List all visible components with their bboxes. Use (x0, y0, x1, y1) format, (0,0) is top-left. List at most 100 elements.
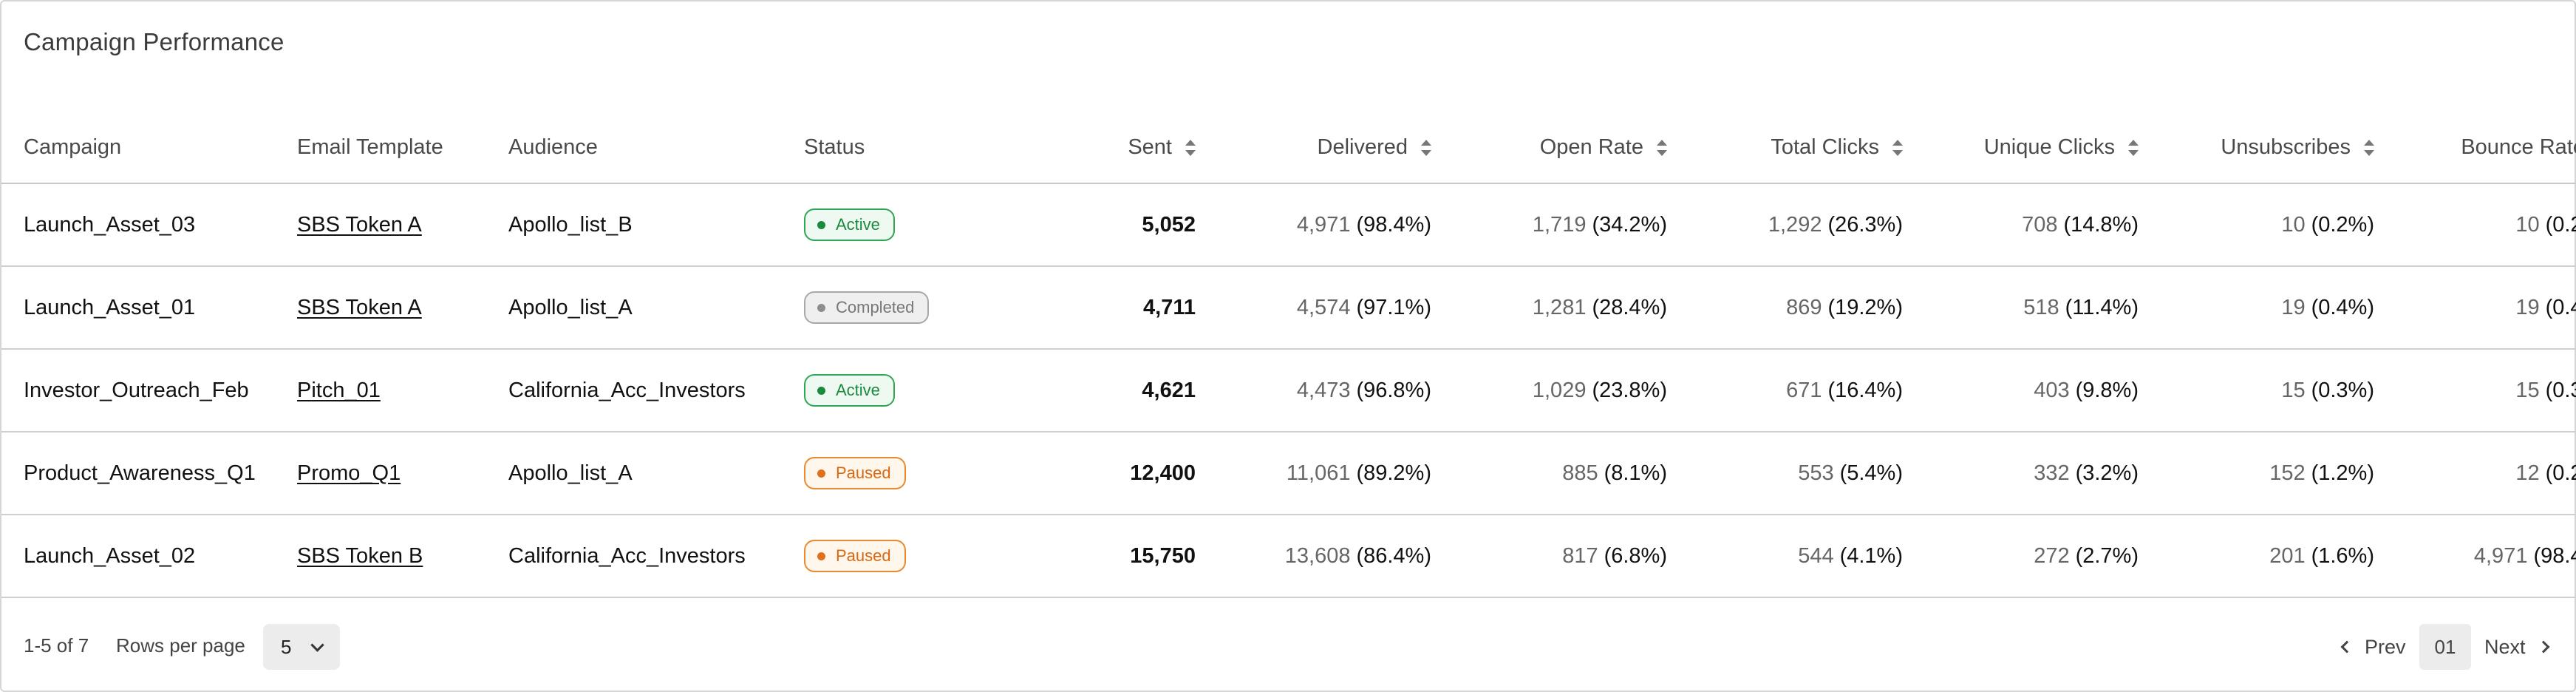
metric-percent: (98.4%) (2533, 543, 2576, 568)
metric-percent: (1.2%) (2311, 461, 2374, 485)
campaign-cell: Launch_Asset_02 (1, 515, 297, 598)
metric-percent: (34.2%) (1592, 212, 1667, 237)
status-badge: Active (804, 208, 895, 241)
template-cell: SBS Token B (297, 515, 508, 598)
metric-percent: (28.4%) (1592, 295, 1667, 319)
col-header-label: Bounce Rate (2461, 135, 2576, 159)
metric-count: 11,061 (1286, 461, 1351, 485)
col-header-sent[interactable]: Sent (1026, 112, 1221, 184)
campaign-table: Campaign Email Template Audience Status … (1, 112, 2576, 598)
template-link[interactable]: SBS Token B (297, 543, 423, 568)
metric-percent: (86.4%) (1356, 543, 1431, 568)
table-row[interactable]: Launch_Asset_03 SBS Token A Apollo_list_… (1, 183, 2576, 267)
col-header-unsubscribes[interactable]: Unsubscribes (2164, 112, 2399, 184)
campaign-cell: Launch_Asset_01 (1, 266, 297, 350)
metric-count: 332 (2034, 461, 2070, 485)
metric-count: 403 (2034, 378, 2070, 402)
sent-cell: 12,400 (1026, 432, 1221, 515)
template-link[interactable]: SBS Token A (297, 295, 422, 319)
pagination-footer: 1-5 of 7 Rows per page 5 Prev 01 Next (1, 597, 2575, 691)
metric-count: 4,971 (2473, 543, 2528, 568)
sort-icon[interactable] (1892, 140, 1903, 156)
prev-page-button[interactable]: Prev (2340, 624, 2406, 670)
sort-icon[interactable] (1657, 140, 1667, 156)
unique-clicks-cell: 272 (2.7%) (1928, 515, 2164, 598)
metric-count: 1,029 (1532, 378, 1587, 402)
metric-count: 10 (2515, 212, 2540, 237)
metric-count: 13,608 (1284, 543, 1351, 568)
unique-clicks-cell: 518 (11.4%) (1928, 266, 2164, 350)
audience-cell: California_Acc_Investors (508, 349, 804, 432)
current-page-button[interactable]: 01 (2419, 624, 2471, 670)
metric-percent: (26.3%) (1827, 212, 1903, 237)
metric-count: 19 (2515, 295, 2540, 319)
delivered-cell: 4,574 (97.1%) (1221, 266, 1456, 350)
audience-cell: Apollo_list_A (508, 432, 804, 515)
col-header-status: Status (804, 112, 1026, 184)
table-row[interactable]: Investor_Outreach_Feb Pitch_01 Californi… (1, 349, 2576, 432)
col-header-template: Email Template (297, 112, 508, 184)
next-label: Next (2484, 635, 2526, 658)
chevron-right-icon (2537, 640, 2550, 654)
col-header-delivered[interactable]: Delivered (1221, 112, 1456, 184)
metric-count: 671 (1786, 378, 1822, 402)
sent-cell: 4,711 (1026, 266, 1221, 350)
table-row[interactable]: Launch_Asset_01 SBS Token A Apollo_list_… (1, 266, 2576, 350)
campaign-name: Investor_Outreach_Feb (24, 378, 249, 402)
table-row[interactable]: Product_Awareness_Q1 Promo_Q1 Apollo_lis… (1, 432, 2576, 515)
total-clicks-cell: 1,292 (26.3%) (1692, 183, 1928, 267)
metric-percent: (98.4%) (1356, 212, 1431, 237)
status-cell: Paused (804, 432, 1026, 515)
status-dot-icon (817, 469, 825, 478)
col-header-label: Sent (1128, 135, 1172, 159)
audience-name: California_Acc_Investors (508, 378, 746, 402)
unsubscribes-cell: 152 (1.2%) (2164, 432, 2399, 515)
metric-count: 152 (2269, 461, 2306, 485)
metric-percent: (14.8%) (2063, 212, 2139, 237)
sort-icon[interactable] (2128, 140, 2139, 156)
status-cell: Active (804, 183, 1026, 267)
open-rate-cell: 1,719 (34.2%) (1456, 183, 1692, 267)
total-clicks-cell: 544 (4.1%) (1692, 515, 1928, 598)
metric-percent: (19.2%) (1827, 295, 1903, 319)
col-header-unique-clicks[interactable]: Unique Clicks (1928, 112, 2164, 184)
template-link[interactable]: Promo_Q1 (297, 461, 401, 485)
status-cell: Completed (804, 266, 1026, 350)
metric-percent: (23.8%) (1592, 378, 1667, 402)
metric-percent: (3.2%) (2075, 461, 2139, 485)
col-header-open-rate[interactable]: Open Rate (1456, 112, 1692, 184)
col-header-label: Total Clicks (1771, 135, 1879, 159)
total-clicks-cell: 553 (5.4%) (1692, 432, 1928, 515)
campaign-name: Launch_Asset_01 (24, 295, 196, 319)
sent-cell: 4,621 (1026, 349, 1221, 432)
rows-per-page-select[interactable]: 5 (263, 624, 340, 670)
sent-cell: 15,750 (1026, 515, 1221, 598)
bounce-rate-cell: 10(0.2%) (2399, 183, 2576, 267)
audience-name: California_Acc_Investors (508, 543, 746, 568)
status-badge: Paused (804, 540, 906, 572)
sort-icon[interactable] (1421, 140, 1431, 156)
status-dot-icon (817, 386, 825, 395)
metric-percent: (16.4%) (1827, 378, 1903, 402)
chevron-left-icon (2340, 640, 2354, 654)
open-rate-cell: 1,029 (23.8%) (1456, 349, 1692, 432)
table-row[interactable]: Launch_Asset_02 SBS Token B California_A… (1, 515, 2576, 598)
sort-icon[interactable] (1185, 140, 1196, 156)
status-badge: Completed (804, 291, 930, 324)
template-link[interactable]: SBS Token A (297, 212, 422, 237)
metric-percent: (0.2%) (2545, 212, 2576, 237)
metric-count: 1,281 (1532, 295, 1587, 319)
metric-percent: (8.1%) (1604, 461, 1667, 485)
sort-icon[interactable] (2364, 140, 2374, 156)
status-dot-icon (817, 552, 825, 560)
metric-percent: (0.3%) (2545, 378, 2576, 402)
audience-name: Apollo_list_A (508, 461, 633, 485)
open-rate-cell: 817 (6.8%) (1456, 515, 1692, 598)
metric-count: 885 (1562, 461, 1598, 485)
col-header-total-clicks[interactable]: Total Clicks (1692, 112, 1928, 184)
next-page-button[interactable]: Next (2484, 624, 2550, 670)
template-link[interactable]: Pitch_01 (297, 378, 381, 402)
col-header-bounce-rate[interactable]: Bounce Rate (2399, 112, 2576, 184)
template-cell: Promo_Q1 (297, 432, 508, 515)
status-label: Paused (836, 546, 891, 565)
